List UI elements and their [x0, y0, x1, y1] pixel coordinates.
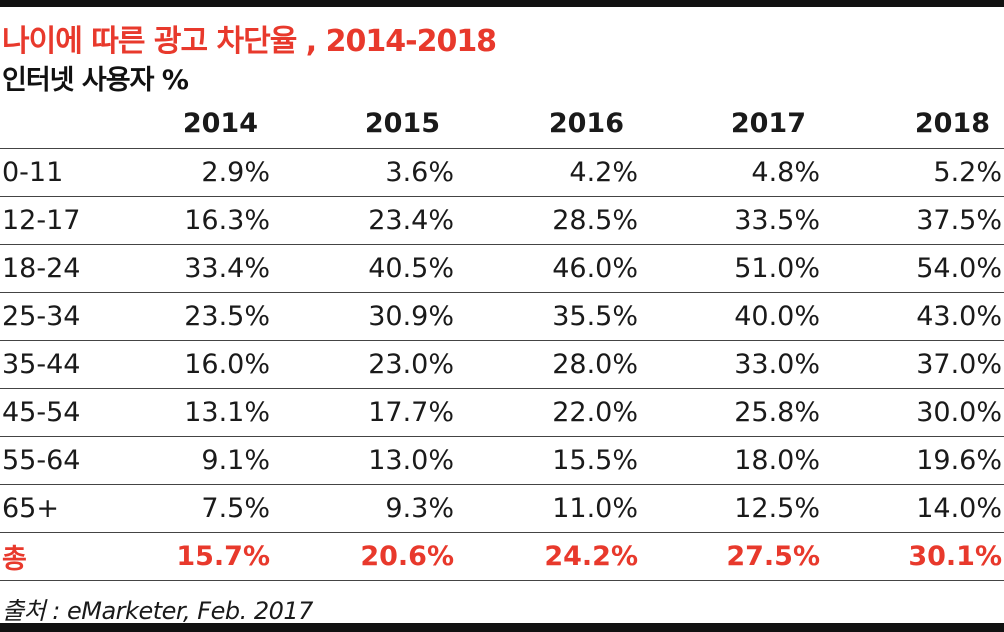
cell-value: 11.0%	[456, 484, 640, 533]
cell-value: 16.3%	[90, 196, 272, 245]
data-table: 2014 2015 2016 2017 2018 0-11 2.9% 3.6% 4.2…	[0, 98, 1004, 581]
cell-value: 28.5%	[456, 196, 640, 245]
cell-value: 16.0%	[90, 340, 272, 389]
table-row: 45-54 13.1% 17.7% 22.0% 25.8% 30.0%	[0, 388, 1004, 437]
cell-value: 19.6%	[822, 436, 1004, 485]
cell-value: 3.6%	[272, 148, 456, 197]
cell-value: 22.0%	[456, 388, 640, 437]
table-row: 12-17 16.3% 23.4% 28.5% 33.5% 37.5%	[0, 196, 1004, 245]
cell-value: 33.4%	[90, 244, 272, 293]
cell-value: 54.0%	[822, 244, 1004, 293]
total-value: 30.1%	[822, 532, 1004, 581]
cell-value: 17.7%	[272, 388, 456, 437]
table-row: 65+ 7.5% 9.3% 11.0% 12.5% 14.0%	[0, 484, 1004, 533]
total-value: 27.5%	[640, 532, 822, 581]
bottom-rule	[0, 623, 1004, 632]
cell-value: 2.9%	[90, 148, 272, 197]
row-label: 18-24	[0, 244, 90, 293]
cell-value: 30.0%	[822, 388, 1004, 437]
top-rule	[0, 0, 1004, 7]
cell-value: 13.1%	[90, 388, 272, 437]
column-header: 2015	[272, 98, 456, 149]
cell-value: 9.3%	[272, 484, 456, 533]
column-header: 2014	[90, 98, 272, 149]
total-value: 24.2%	[456, 532, 640, 581]
cell-value: 18.0%	[640, 436, 822, 485]
cell-value: 12.5%	[640, 484, 822, 533]
cell-value: 40.5%	[272, 244, 456, 293]
cell-value: 7.5%	[90, 484, 272, 533]
total-row: 총 15.7% 20.6% 24.2% 27.5% 30.1%	[0, 532, 1004, 581]
row-label: 35-44	[0, 340, 90, 389]
cell-value: 9.1%	[90, 436, 272, 485]
cell-value: 33.0%	[640, 340, 822, 389]
cell-value: 30.9%	[272, 292, 456, 341]
chart-subtitle: 인터넷 사용자 %	[2, 65, 189, 96]
table-row: 55-64 9.1% 13.0% 15.5% 18.0% 19.6%	[0, 436, 1004, 485]
row-label: 65+	[0, 484, 90, 533]
total-label: 총	[0, 532, 90, 581]
cell-value: 33.5%	[640, 196, 822, 245]
cell-value: 37.0%	[822, 340, 1004, 389]
table-row: 18-24 33.4% 40.5% 46.0% 51.0% 54.0%	[0, 244, 1004, 293]
cell-value: 5.2%	[822, 148, 1004, 197]
cell-value: 35.5%	[456, 292, 640, 341]
column-header: 2018	[822, 98, 1004, 149]
cell-value: 25.8%	[640, 388, 822, 437]
total-value: 15.7%	[90, 532, 272, 581]
table-row: 35-44 16.0% 23.0% 28.0% 33.0% 37.0%	[0, 340, 1004, 389]
row-label: 55-64	[0, 436, 90, 485]
row-label: 45-54	[0, 388, 90, 437]
cell-value: 15.5%	[456, 436, 640, 485]
cell-value: 14.0%	[822, 484, 1004, 533]
source-note: 출처 : eMarketer, Feb. 2017	[2, 597, 313, 625]
header-row: 2014 2015 2016 2017 2018	[0, 98, 1004, 149]
cell-value: 37.5%	[822, 196, 1004, 245]
row-label: 12-17	[0, 196, 90, 245]
header-label-cell	[0, 98, 90, 149]
cell-value: 40.0%	[640, 292, 822, 341]
cell-value: 4.2%	[456, 148, 640, 197]
row-label: 25-34	[0, 292, 90, 341]
cell-value: 23.5%	[90, 292, 272, 341]
table-row: 25-34 23.5% 30.9% 35.5% 40.0% 43.0%	[0, 292, 1004, 341]
column-header: 2016	[456, 98, 640, 149]
cell-value: 28.0%	[456, 340, 640, 389]
total-value: 20.6%	[272, 532, 456, 581]
cell-value: 4.8%	[640, 148, 822, 197]
cell-value: 51.0%	[640, 244, 822, 293]
cell-value: 23.0%	[272, 340, 456, 389]
cell-value: 13.0%	[272, 436, 456, 485]
chart-title: 나이에 따른 광고 차단율 , 2014-2018	[2, 24, 497, 59]
column-header: 2017	[640, 98, 822, 149]
cell-value: 23.4%	[272, 196, 456, 245]
cell-value: 46.0%	[456, 244, 640, 293]
table-row: 0-11 2.9% 3.6% 4.2% 4.8% 5.2%	[0, 148, 1004, 197]
row-label: 0-11	[0, 148, 90, 197]
cell-value: 43.0%	[822, 292, 1004, 341]
